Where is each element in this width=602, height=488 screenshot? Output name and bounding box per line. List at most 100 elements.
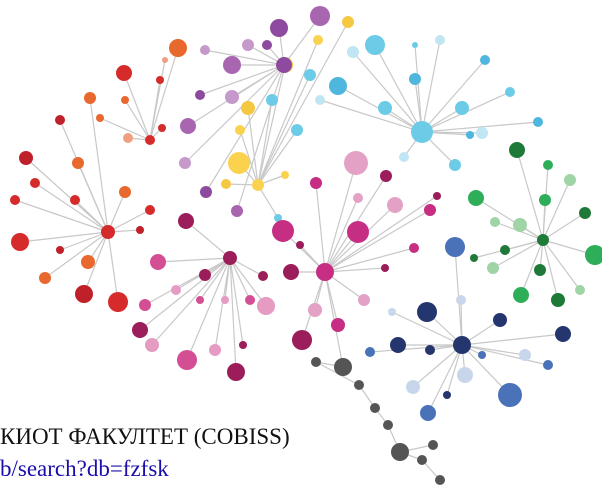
node [399, 152, 409, 162]
node [228, 152, 250, 174]
node [564, 174, 576, 186]
node [311, 357, 321, 367]
node [543, 360, 553, 370]
node [81, 255, 95, 269]
node [136, 226, 144, 234]
node [209, 344, 221, 356]
hub-node [411, 121, 433, 143]
edge [325, 163, 356, 272]
node [296, 241, 304, 249]
edge [205, 50, 284, 65]
node [262, 40, 272, 50]
node [225, 90, 239, 104]
edge [15, 200, 108, 232]
node [19, 151, 33, 165]
node [334, 358, 352, 376]
node [266, 94, 278, 106]
node [150, 254, 166, 270]
node [75, 285, 93, 303]
node [455, 101, 469, 115]
node [145, 205, 155, 215]
node [291, 124, 303, 136]
node [513, 218, 527, 232]
node [365, 35, 385, 55]
node [162, 57, 168, 63]
node [310, 177, 322, 189]
node [435, 475, 445, 485]
node [456, 295, 466, 305]
edge [258, 65, 285, 185]
edge [186, 221, 230, 258]
node [245, 295, 255, 305]
node [433, 192, 441, 200]
node [56, 246, 64, 254]
node [70, 195, 80, 205]
node [575, 285, 585, 295]
node [539, 194, 551, 206]
node [84, 92, 96, 104]
node [235, 125, 245, 135]
node [121, 96, 129, 104]
node [304, 69, 316, 81]
node [365, 347, 375, 357]
node [406, 380, 420, 394]
edge [206, 65, 284, 192]
node [158, 124, 166, 132]
node [281, 171, 289, 179]
network-illustration [0, 0, 602, 488]
link[interactable]: b/search?db=fzfsk [0, 456, 169, 482]
node [493, 313, 507, 327]
node [417, 455, 427, 465]
hub-node [101, 225, 115, 239]
node [378, 101, 392, 115]
node [329, 77, 347, 95]
edge [108, 232, 118, 302]
node [241, 101, 255, 115]
node [380, 170, 392, 182]
node [555, 326, 571, 342]
node [428, 440, 438, 450]
node [272, 220, 294, 242]
node [196, 296, 204, 304]
node [500, 245, 510, 255]
node [478, 351, 486, 359]
node [239, 341, 247, 349]
node [10, 195, 20, 205]
node [257, 297, 275, 315]
edge [493, 240, 543, 268]
node [551, 293, 565, 307]
node [509, 142, 525, 158]
node [123, 133, 133, 143]
node [347, 221, 369, 243]
node [354, 380, 364, 390]
node [533, 117, 543, 127]
node [457, 367, 473, 383]
hub-node [316, 263, 334, 281]
node [11, 233, 29, 251]
node [39, 272, 51, 284]
edge [140, 258, 230, 330]
node [381, 264, 389, 272]
edge [422, 40, 440, 132]
node [96, 114, 104, 122]
node [223, 56, 241, 74]
heading-text: КИОТ ФАКУЛТЕТ (COBISS) [0, 424, 290, 450]
node [132, 322, 148, 338]
node [315, 95, 325, 105]
node [412, 42, 418, 48]
node [199, 269, 211, 281]
node [449, 159, 461, 171]
node [417, 302, 437, 322]
node [72, 157, 84, 169]
node [579, 207, 591, 219]
node [470, 254, 478, 262]
node [270, 19, 288, 37]
node [358, 294, 370, 306]
node [331, 318, 345, 332]
node [388, 308, 396, 316]
node [313, 35, 323, 45]
node [425, 345, 435, 355]
hub-node [252, 179, 264, 191]
hub-node [145, 135, 155, 145]
node [409, 243, 419, 253]
